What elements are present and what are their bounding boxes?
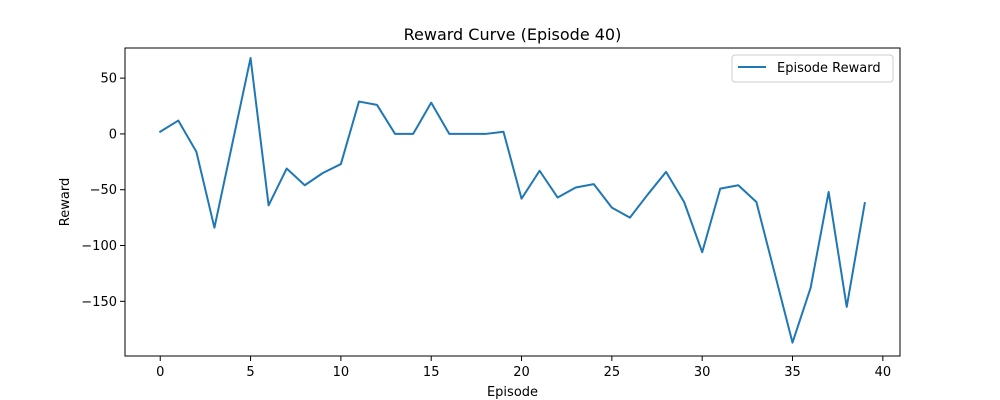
x-tick-label: 25 (604, 365, 621, 380)
data-point (159, 131, 161, 133)
y-tick-label: −50 (90, 183, 117, 198)
data-point (250, 57, 252, 59)
y-tick-label: 50 (100, 72, 117, 87)
y-tick-label: −150 (81, 295, 117, 310)
data-point (213, 227, 215, 229)
data-point (864, 202, 866, 204)
x-tick-label: 30 (694, 365, 711, 380)
data-point (737, 184, 739, 186)
data-point (376, 104, 378, 106)
data-point (430, 102, 432, 104)
x-tick-label: 35 (784, 365, 801, 380)
x-tick-label: 15 (423, 365, 440, 380)
data-point (647, 193, 649, 195)
data-point (611, 207, 613, 209)
data-point (539, 170, 541, 172)
data-point (177, 120, 179, 122)
series-line-0 (158, 57, 866, 344)
data-point (593, 183, 595, 185)
x-tick-label: 40 (875, 365, 892, 380)
x-axis: 0 5 10 15 20 25 30 35 40 (156, 356, 891, 380)
axes-frame (124, 47, 901, 357)
data-point (394, 133, 396, 135)
x-tick-label: 10 (333, 365, 350, 380)
x-tick-label: 20 (513, 365, 530, 380)
x-tick-label: 0 (156, 365, 164, 380)
data-point (773, 271, 775, 273)
data-point (195, 151, 197, 153)
legend: Episode Reward (731, 54, 894, 83)
legend-label-episode-reward: Episode Reward (777, 61, 881, 76)
y-axis-label: Reward (58, 178, 73, 226)
data-point (502, 131, 504, 133)
data-point (828, 191, 830, 193)
data-point (484, 133, 486, 135)
data-point (665, 171, 667, 173)
data-point (304, 184, 306, 186)
data-point (448, 133, 450, 135)
data-point (340, 163, 342, 165)
data-point (412, 133, 414, 135)
plot-area (158, 57, 866, 344)
data-point (231, 142, 233, 144)
data-point (286, 168, 288, 170)
data-point (719, 188, 721, 190)
data-point (629, 217, 631, 219)
y-tick-label: −100 (81, 239, 117, 254)
data-point (846, 306, 848, 308)
data-point (683, 201, 685, 203)
data-point (268, 204, 270, 206)
data-point (521, 198, 523, 200)
data-point (358, 101, 360, 103)
data-point (322, 172, 324, 174)
y-tick-label: 0 (109, 127, 117, 142)
legend-box (731, 54, 894, 83)
data-point (557, 197, 559, 199)
chart-title: Reward Curve (Episode 40) (404, 25, 622, 44)
x-tick-label: 5 (246, 365, 254, 380)
data-point (701, 251, 703, 253)
x-axis-label: Episode (487, 385, 538, 400)
data-point (466, 133, 468, 135)
data-point (792, 342, 794, 344)
data-point (755, 201, 757, 203)
data-point (810, 287, 812, 289)
data-point (575, 186, 577, 188)
y-axis: 50 0 −50 −100 −150 (81, 72, 125, 310)
